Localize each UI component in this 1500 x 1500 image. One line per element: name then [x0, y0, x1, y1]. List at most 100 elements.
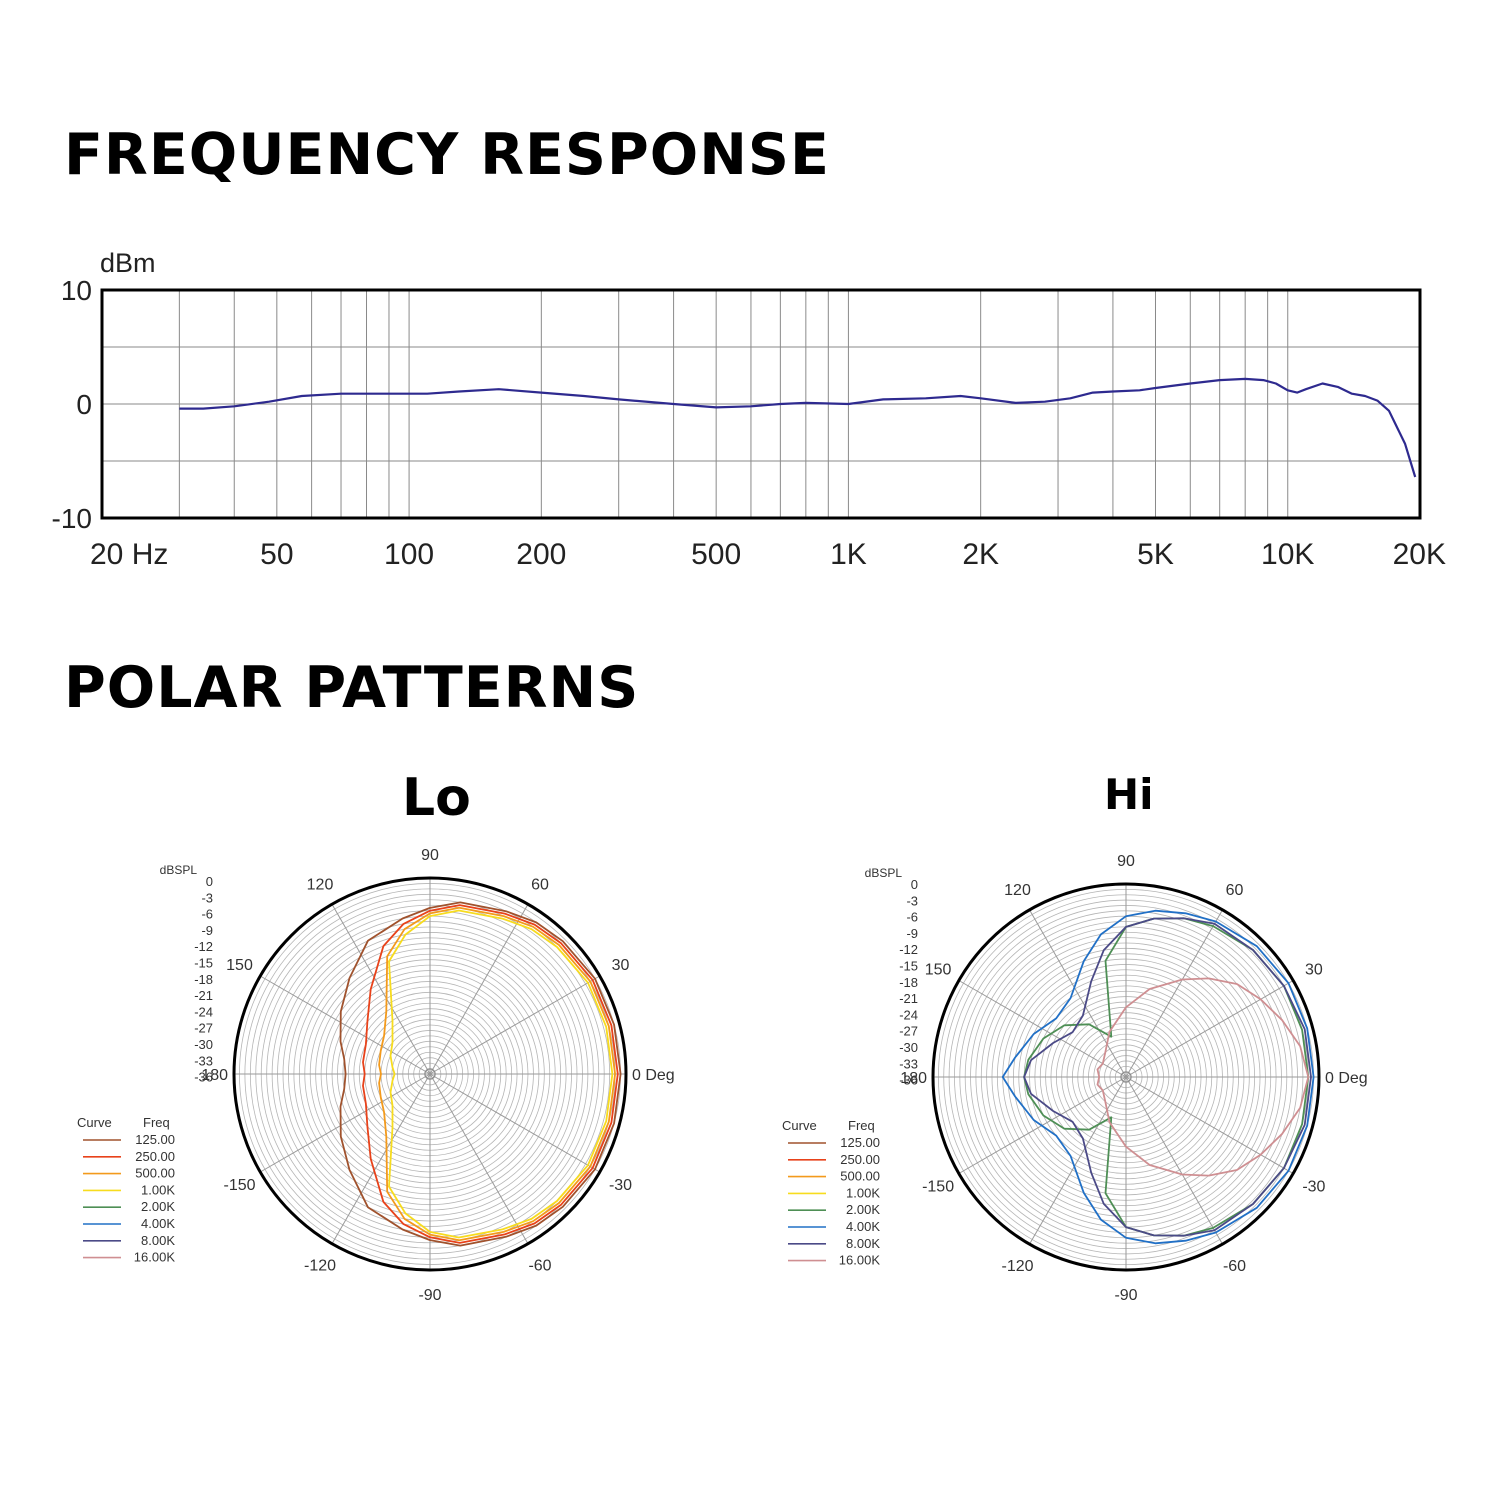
r-tick-label: -15: [899, 959, 918, 974]
angle-label: 150: [925, 962, 952, 979]
legend-item-label: 4.00K: [141, 1216, 175, 1231]
plot-frame: [100, 288, 1422, 520]
angle-label: 30: [1305, 962, 1323, 979]
r-tick-label: -6: [201, 907, 213, 922]
polar-center: [424, 1068, 436, 1080]
r-tick-label: -9: [201, 923, 213, 938]
frequency-response-heading: FREQUENCY RESPONSE: [64, 122, 830, 188]
r-tick-label: 0: [206, 874, 213, 889]
polar-spoke: [429, 1073, 529, 1244]
legend-item-label: 125.00: [840, 1135, 880, 1150]
x-tick-label: 500: [691, 538, 741, 571]
angle-label: -60: [1223, 1258, 1246, 1275]
angle-label: 120: [307, 877, 334, 894]
angle-label: 150: [226, 957, 253, 974]
polar-curve: [1023, 917, 1312, 1237]
polar-spoke: [429, 1073, 600, 1173]
polar-spoke: [1029, 909, 1127, 1078]
angle-label: -150: [922, 1179, 954, 1196]
x-tick-label: 20 Hz: [90, 538, 168, 571]
polar-center: [1120, 1071, 1132, 1083]
r-tick-label: -24: [899, 1007, 918, 1022]
polar-curve: [362, 904, 619, 1244]
polar-spoke: [1125, 1076, 1223, 1245]
legend-item-label: 2.00K: [846, 1202, 880, 1217]
legend-header-freq: Freq: [848, 1118, 875, 1133]
legend-item-label: 4.00K: [846, 1219, 880, 1234]
r-tick-label: -24: [194, 1004, 213, 1019]
polar-outer-ring: [931, 882, 1321, 1272]
x-tick-label: 20K: [1393, 538, 1446, 571]
angle-label: -30: [1302, 1179, 1325, 1196]
angle-label: 180: [900, 1070, 927, 1087]
x-tick-label: 2K: [962, 538, 999, 571]
frequency-response-line: [179, 377, 1417, 478]
r-tick-label: -3: [201, 890, 213, 905]
polar-patterns-heading: POLAR PATTERNS: [64, 655, 640, 721]
r-tick-label: -6: [906, 910, 918, 925]
angle-label: -120: [1001, 1258, 1033, 1275]
hi-polar-title: Hi: [1104, 770, 1154, 819]
angle-label: -120: [304, 1258, 336, 1275]
legend-item-label: 125.00: [135, 1132, 175, 1147]
angle-label: 0 Deg: [1325, 1070, 1368, 1087]
y-tick-label: 10: [61, 275, 92, 306]
angle-label: 60: [1226, 882, 1244, 899]
polar-spoke: [331, 1073, 431, 1244]
polar-curve: [339, 901, 622, 1247]
angle-label: -90: [418, 1287, 441, 1304]
r-tick-label: -18: [899, 975, 918, 990]
r-tick-label: -3: [906, 893, 918, 908]
polar-spoke: [260, 975, 431, 1075]
polar-spoke: [429, 904, 529, 1075]
x-tick-label: 100: [384, 538, 434, 571]
r-tick-label: -9: [906, 926, 918, 941]
r-tick-label: -18: [194, 972, 213, 987]
legend-item-label: 500.00: [135, 1166, 175, 1181]
legend-header-curve: Curve: [77, 1115, 112, 1130]
x-tick-label: 10K: [1261, 538, 1314, 571]
x-tick-label: 200: [516, 538, 566, 571]
r-tick-label: -21: [194, 988, 213, 1003]
r-tick-label: 0: [911, 877, 918, 892]
lo-polar-chart: 0 Deg306090120150180-150-120-90-60-30dBS…: [77, 847, 675, 1304]
polar-spoke: [1125, 909, 1223, 1078]
r-tick-label: -21: [899, 991, 918, 1006]
polar-spoke: [429, 975, 600, 1075]
legend-item-label: 8.00K: [846, 1236, 880, 1251]
angle-label: 120: [1004, 882, 1031, 899]
angle-label: 0 Deg: [632, 1067, 675, 1084]
r-axis-label: dBSPL: [865, 866, 903, 880]
legend-header-freq: Freq: [143, 1115, 170, 1130]
legend-item-label: 250.00: [840, 1152, 880, 1167]
r-tick-label: -30: [194, 1037, 213, 1052]
angle-label: 90: [421, 847, 439, 864]
r-tick-label: -33: [899, 1056, 918, 1071]
angle-label: 90: [1117, 853, 1135, 870]
lo-polar-title: Lo: [402, 768, 471, 828]
r-tick-label: -27: [194, 1021, 213, 1036]
legend-item-label: 16.00K: [134, 1250, 176, 1265]
r-tick-label: -36: [194, 1070, 213, 1085]
angle-label: 30: [612, 957, 630, 974]
x-tick-label: 5K: [1137, 538, 1174, 571]
angle-label: 60: [531, 877, 549, 894]
polar-outer-ring: [232, 876, 628, 1272]
r-axis-label: dBSPL: [160, 863, 198, 877]
y-tick-label: 0: [76, 389, 92, 420]
r-tick-label: -33: [194, 1053, 213, 1068]
legend-item-label: 16.00K: [839, 1253, 881, 1268]
legend-item-label: 8.00K: [141, 1233, 175, 1248]
y-tick-label: -10: [52, 503, 92, 534]
polar-spoke: [1125, 1076, 1294, 1174]
x-tick-label: 50: [260, 538, 293, 571]
angle-label: -30: [609, 1177, 632, 1194]
legend-item-label: 1.00K: [846, 1185, 880, 1200]
polar-curve: [388, 909, 614, 1239]
r-tick-label: -12: [194, 939, 213, 954]
angle-label: -60: [528, 1258, 551, 1275]
polar-curve: [1001, 909, 1315, 1245]
polar-curve: [1096, 977, 1310, 1177]
